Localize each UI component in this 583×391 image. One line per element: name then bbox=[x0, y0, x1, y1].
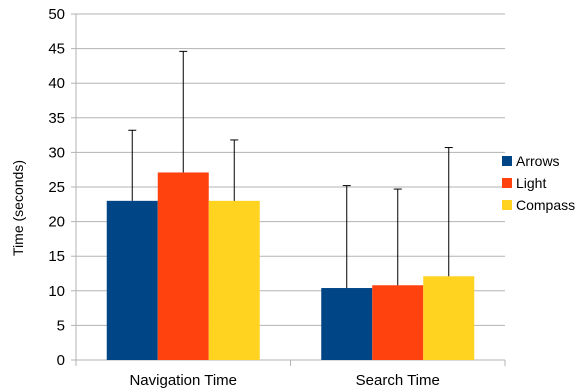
y-axis-title: Time (seconds) bbox=[10, 160, 26, 256]
bar-light-1 bbox=[157, 172, 209, 360]
y-tick-label: 15 bbox=[48, 248, 65, 265]
y-tick-label: 50 bbox=[48, 6, 65, 23]
bar-compass-2 bbox=[423, 276, 475, 360]
legend-swatch bbox=[502, 156, 512, 166]
y-tick-label: 10 bbox=[48, 283, 65, 300]
legend-label: Compass bbox=[516, 197, 576, 213]
legend-label: Arrows bbox=[516, 153, 560, 169]
y-tick-label: 5 bbox=[57, 317, 65, 334]
bar-arrows-2 bbox=[321, 288, 373, 360]
legend: Arrows Light Compass bbox=[502, 150, 575, 216]
bar-light-2 bbox=[372, 285, 424, 360]
error-bars bbox=[128, 50, 453, 289]
y-tick-label: 40 bbox=[48, 75, 65, 92]
y-tick-label: 45 bbox=[48, 41, 65, 58]
y-tick-label: 35 bbox=[48, 110, 65, 127]
bars bbox=[106, 172, 475, 360]
x-tick-label: Search Time bbox=[356, 372, 440, 389]
legend-swatch bbox=[502, 178, 512, 188]
y-tick-label: 20 bbox=[48, 214, 65, 231]
legend-swatch bbox=[502, 200, 512, 210]
y-tick-label: 0 bbox=[57, 352, 65, 369]
bar-compass-1 bbox=[208, 200, 260, 360]
bar-arrows-1 bbox=[106, 200, 158, 360]
legend-label: Light bbox=[516, 175, 547, 191]
x-tick-label: Navigation Time bbox=[129, 372, 237, 389]
y-tick-label: 25 bbox=[48, 179, 65, 196]
legend-item: Light bbox=[502, 172, 575, 194]
tick-labels: 0 5 10 15 20 25 30 35 40 45 50 Navigation Time Searc… bbox=[48, 6, 440, 389]
legend-item: Compass bbox=[502, 194, 575, 216]
legend-item: Arrows bbox=[502, 150, 575, 172]
y-tick-label: 30 bbox=[48, 144, 65, 161]
